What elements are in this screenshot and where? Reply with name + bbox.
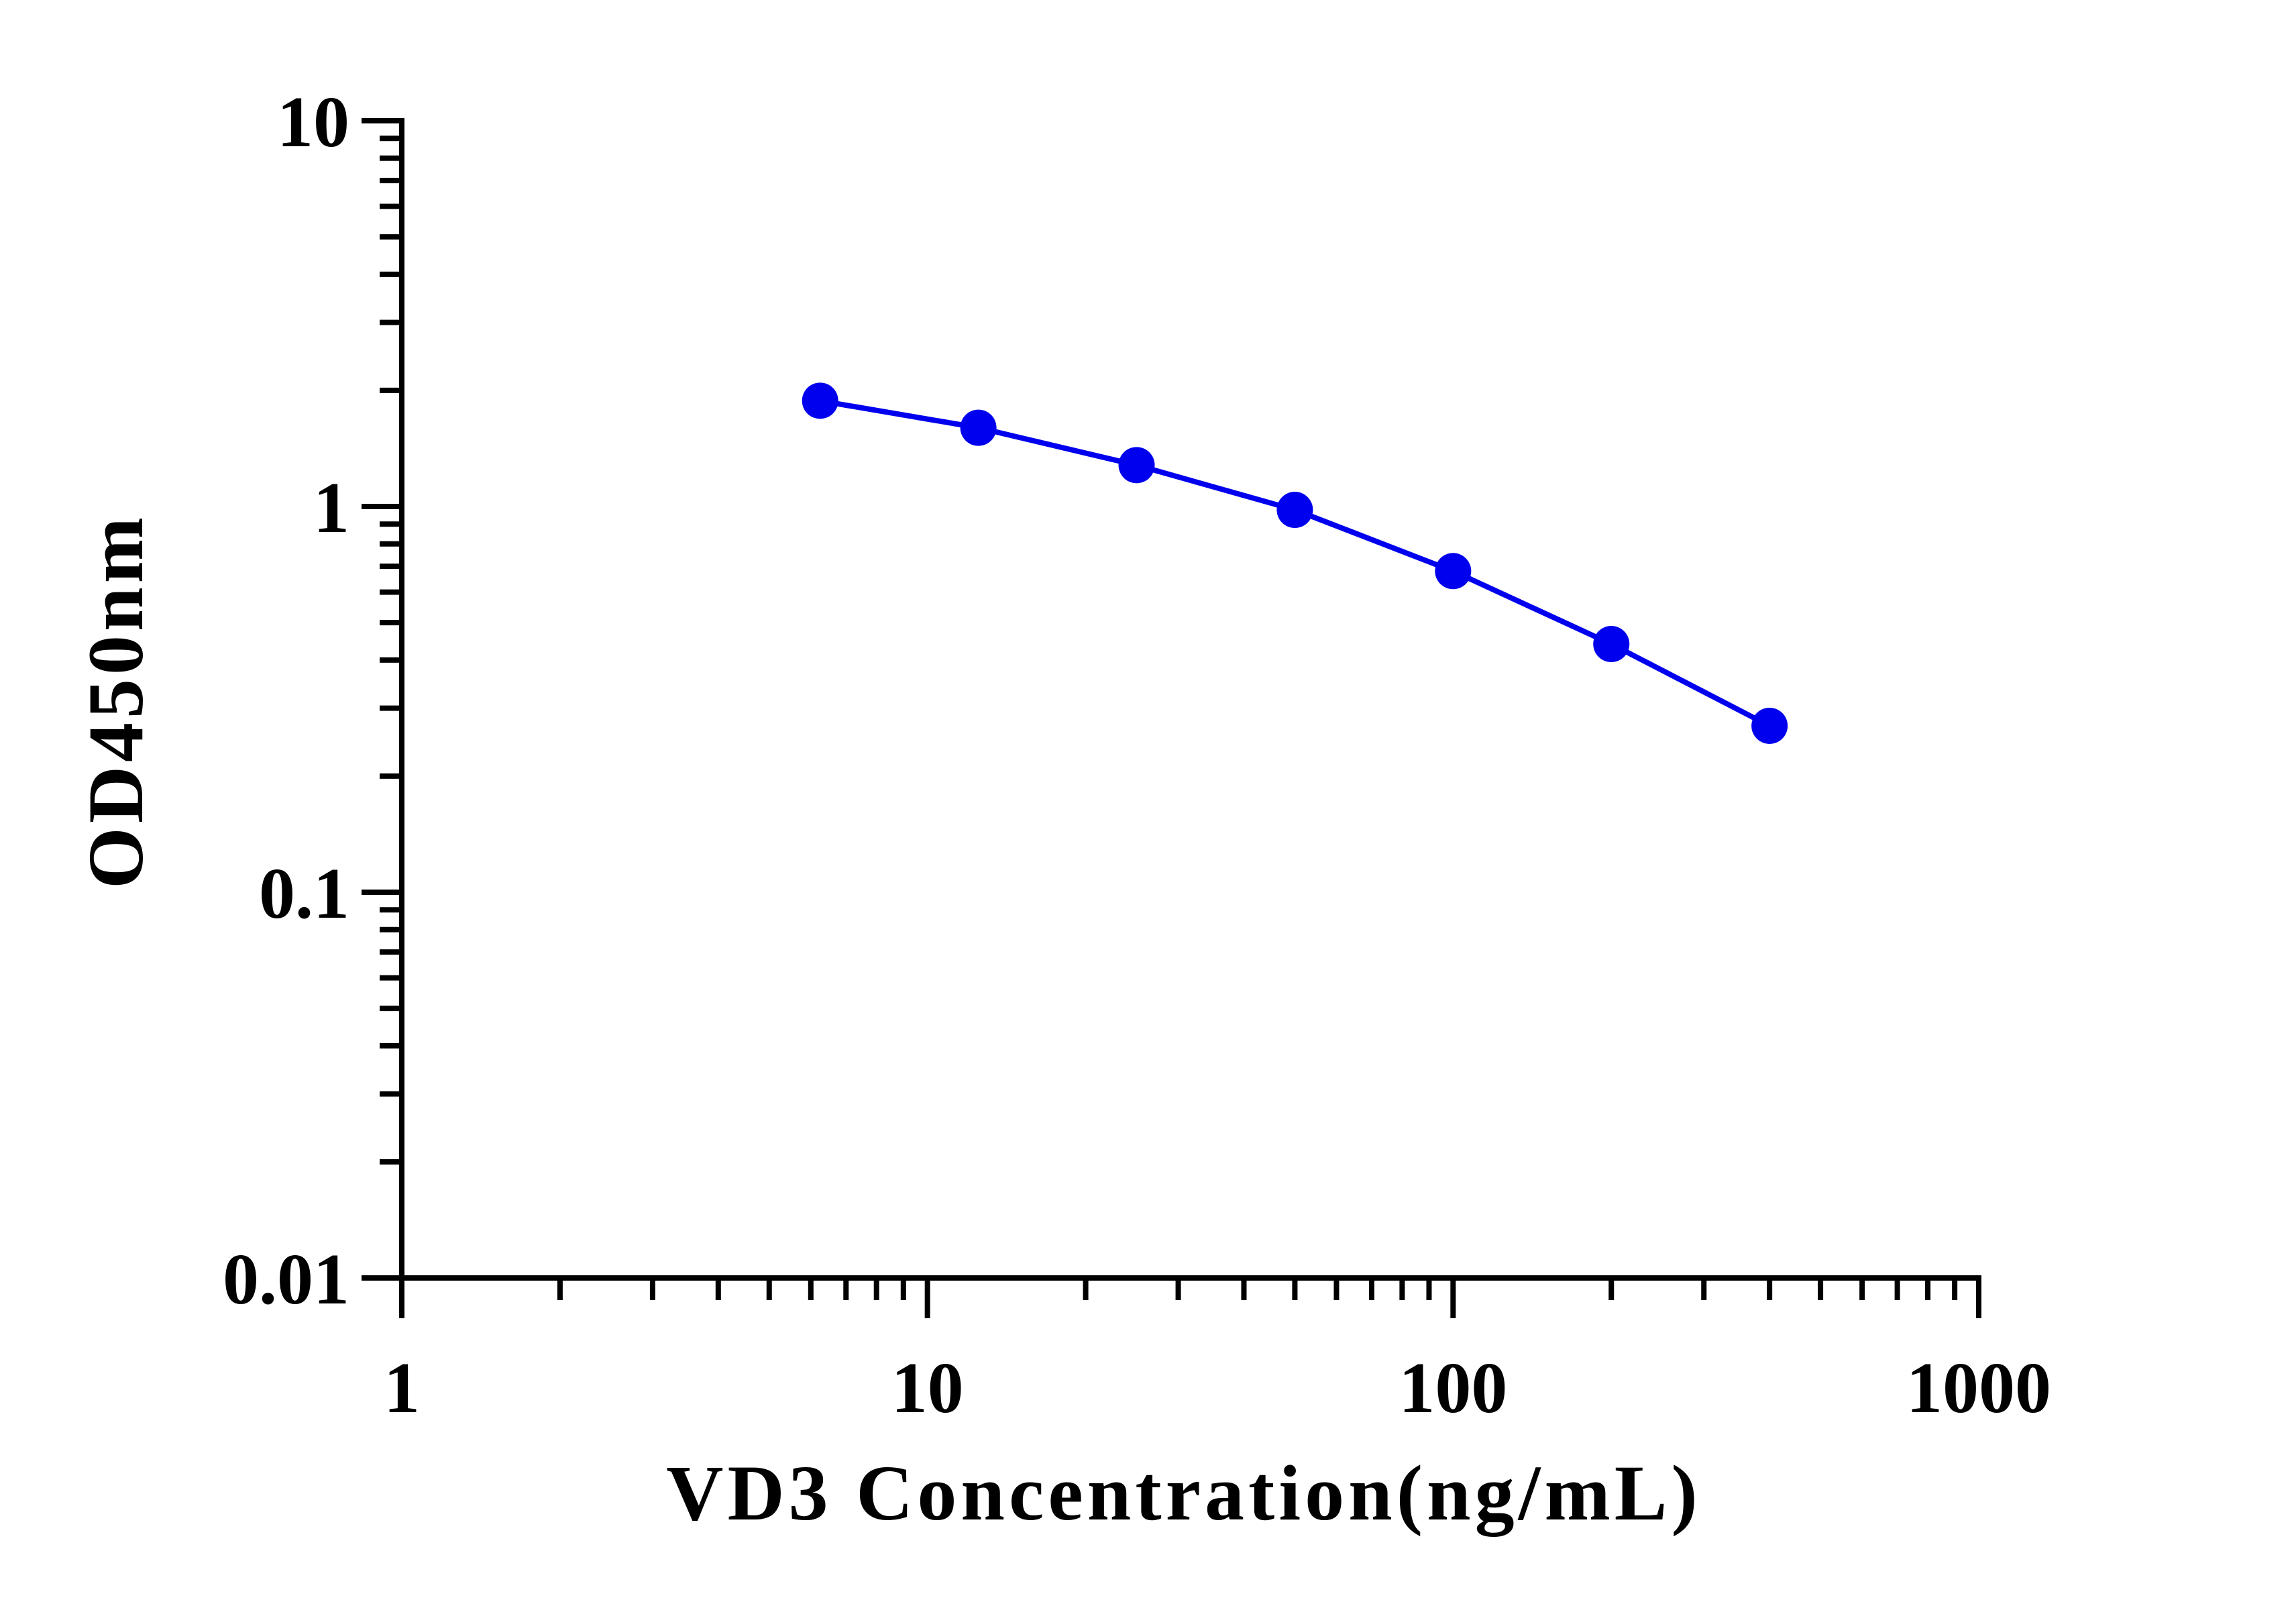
x-tick-label: 10: [891, 1348, 964, 1428]
x-tick-label: 100: [1399, 1348, 1507, 1428]
x-tick-label: 1: [384, 1348, 420, 1428]
data-point: [1435, 553, 1472, 590]
data-point: [1118, 447, 1155, 484]
axes: 1 10 100 1000 0.01 0.1 1 10: [223, 83, 2051, 1428]
x-tick-label: 1000: [1906, 1348, 2051, 1428]
data-point: [1593, 626, 1630, 663]
y-tick-label: 0.01: [223, 1240, 349, 1320]
y-tick-label: 10: [277, 83, 349, 162]
data-point: [1276, 492, 1313, 529]
y-tick-label: 1: [313, 468, 349, 548]
series-line: [820, 398, 1771, 729]
data-point: [1751, 707, 1788, 744]
y-tick-label: 0.1: [259, 854, 349, 934]
plot-area: [802, 382, 1788, 744]
x-axis-title: VD3 Concentration(ng/mL): [666, 1449, 1702, 1537]
y-axis-title: OD450nm: [72, 513, 160, 889]
data-point: [960, 409, 997, 446]
data-point: [802, 382, 838, 419]
